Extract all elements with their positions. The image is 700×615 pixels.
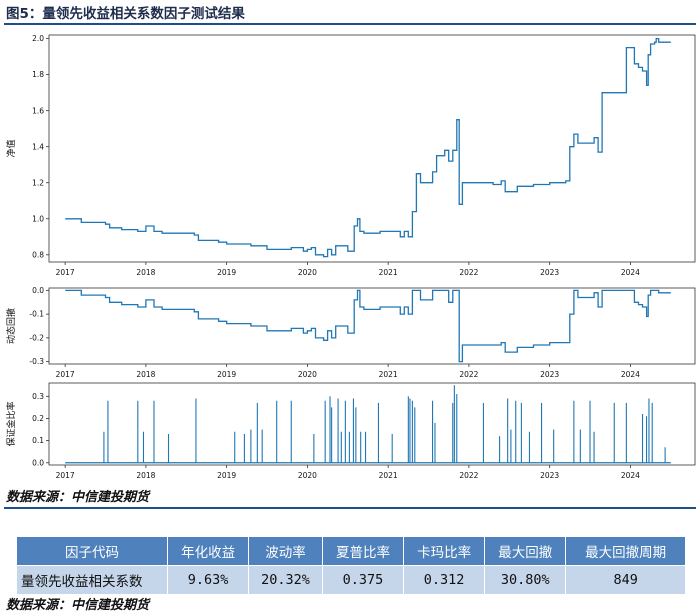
margin-y-tick-label: 0.2 xyxy=(32,414,44,423)
source-note-top: 数据来源：中信建投期货 xyxy=(6,490,150,505)
drawdown-y-tick-label: -0.3 xyxy=(29,357,44,366)
drawdown-x-tick-label: 2020 xyxy=(298,370,317,379)
drawdown-x-tick-label: 2017 xyxy=(56,370,75,379)
table-row: 量领先收益相关系数 9.63% 20.32% 0.375 0.312 30.80… xyxy=(16,565,686,595)
margin-x-tick-label: 2020 xyxy=(298,471,317,480)
nav-y-tick-label: 1.8 xyxy=(32,70,44,79)
margin-x-tick-label: 2017 xyxy=(56,471,75,480)
stats-table: 因子代码 年化收益 波动率 夏普比率 卡玛比率 最大回撤 最大回撤周期 量领先收… xyxy=(16,536,686,595)
header-sharpe: 夏普比率 xyxy=(321,536,405,566)
cell-factor-code: 量领先收益相关系数 xyxy=(16,565,168,595)
header-calmar: 卡玛比率 xyxy=(403,536,486,566)
chart-panel-group: 2017 2018 2019 2020 2021 2022 2023 2024 0.8 1.0 1.… xyxy=(0,26,700,484)
nav-y-tick-label: 1.6 xyxy=(32,106,44,115)
margin-y-tick-label: 0.3 xyxy=(32,392,44,401)
margin-plot-frame xyxy=(48,382,696,466)
margin-y-tick-label: 0.0 xyxy=(32,458,44,467)
header-annual-return: 年化收益 xyxy=(166,536,250,566)
cell-max-drawdown-period: 849 xyxy=(565,565,686,595)
drawdown-x-tick-label: 2021 xyxy=(379,370,398,379)
nav-y-tick-label: 1.4 xyxy=(32,142,44,151)
drawdown-x-tick-label: 2019 xyxy=(217,370,236,379)
drawdown-y-tick-label: 0.0 xyxy=(32,286,44,295)
margin-x-tick-label: 2018 xyxy=(136,471,155,480)
drawdown-y-tick-label: -0.2 xyxy=(29,333,44,342)
margin-x-tick-label: 2024 xyxy=(621,471,640,480)
nav-y-tick-label: 0.8 xyxy=(32,250,44,259)
margin-y-tick-label: 0.1 xyxy=(32,436,44,445)
header-max-drawdown: 最大回撤 xyxy=(484,536,567,566)
cell-annual-return: 9.63% xyxy=(166,565,250,595)
margin-x-tick-label: 2019 xyxy=(217,471,236,480)
nav-x-tick-label: 2021 xyxy=(379,268,398,277)
figure-title: 图5：量领先收益相关系数因子测试结果 xyxy=(6,6,245,22)
nav-x-tick-label: 2019 xyxy=(217,268,236,277)
nav-y-tick-label: 1.0 xyxy=(32,214,44,223)
margin-y-axis-label: 保证金比率 xyxy=(5,401,17,446)
nav-x-tick-label: 2018 xyxy=(136,268,155,277)
header-max-drawdown-period: 最大回撤周期 xyxy=(565,536,686,566)
nav-x-tick-label: 2022 xyxy=(459,268,478,277)
nav-y-tick-label: 2.0 xyxy=(32,34,44,43)
nav-x-tick-label: 2020 xyxy=(298,268,317,277)
margin-x-tick-label: 2022 xyxy=(459,471,478,480)
nav-y-axis-label: 净值 xyxy=(5,139,17,157)
nav-x-tick-label: 2017 xyxy=(56,268,75,277)
source-note-bottom: 数据来源：中信建投期货 xyxy=(6,598,150,613)
source-rule xyxy=(4,507,696,509)
drawdown-x-tick-label: 2022 xyxy=(459,370,478,379)
stats-header-row: 因子代码 年化收益 波动率 夏普比率 卡玛比率 最大回撤 最大回撤周期 xyxy=(16,536,686,566)
drawdown-y-axis-label: 动态回撤 xyxy=(5,308,17,344)
nav-x-tick-label: 2023 xyxy=(540,268,559,277)
factor-test-chart: 2017 2018 2019 2020 2021 2022 2023 2024 0.8 1.0 1.… xyxy=(5,34,696,480)
header-factor-code: 因子代码 xyxy=(16,536,168,566)
drawdown-y-tick-label: -0.1 xyxy=(29,310,44,319)
margin-x-tick-label: 2023 xyxy=(540,471,559,480)
nav-x-tick-label: 2024 xyxy=(621,268,640,277)
title-rule xyxy=(4,23,696,25)
cell-calmar: 0.312 xyxy=(403,565,486,595)
cell-volatility: 20.32% xyxy=(248,565,323,595)
cell-sharpe: 0.375 xyxy=(321,565,405,595)
drawdown-x-tick-label: 2024 xyxy=(621,370,640,379)
drawdown-series-line xyxy=(65,289,671,363)
cell-max-drawdown: 30.80% xyxy=(484,565,567,595)
nav-y-tick-label: 1.2 xyxy=(32,178,44,187)
drawdown-x-tick-label: 2023 xyxy=(540,370,559,379)
margin-x-tick-label: 2021 xyxy=(379,471,398,480)
nav-series-line xyxy=(65,37,671,258)
header-volatility: 波动率 xyxy=(248,536,323,566)
nav-plot-frame xyxy=(48,34,696,263)
drawdown-x-tick-label: 2018 xyxy=(136,370,155,379)
drawdown-plot-frame xyxy=(48,287,696,365)
